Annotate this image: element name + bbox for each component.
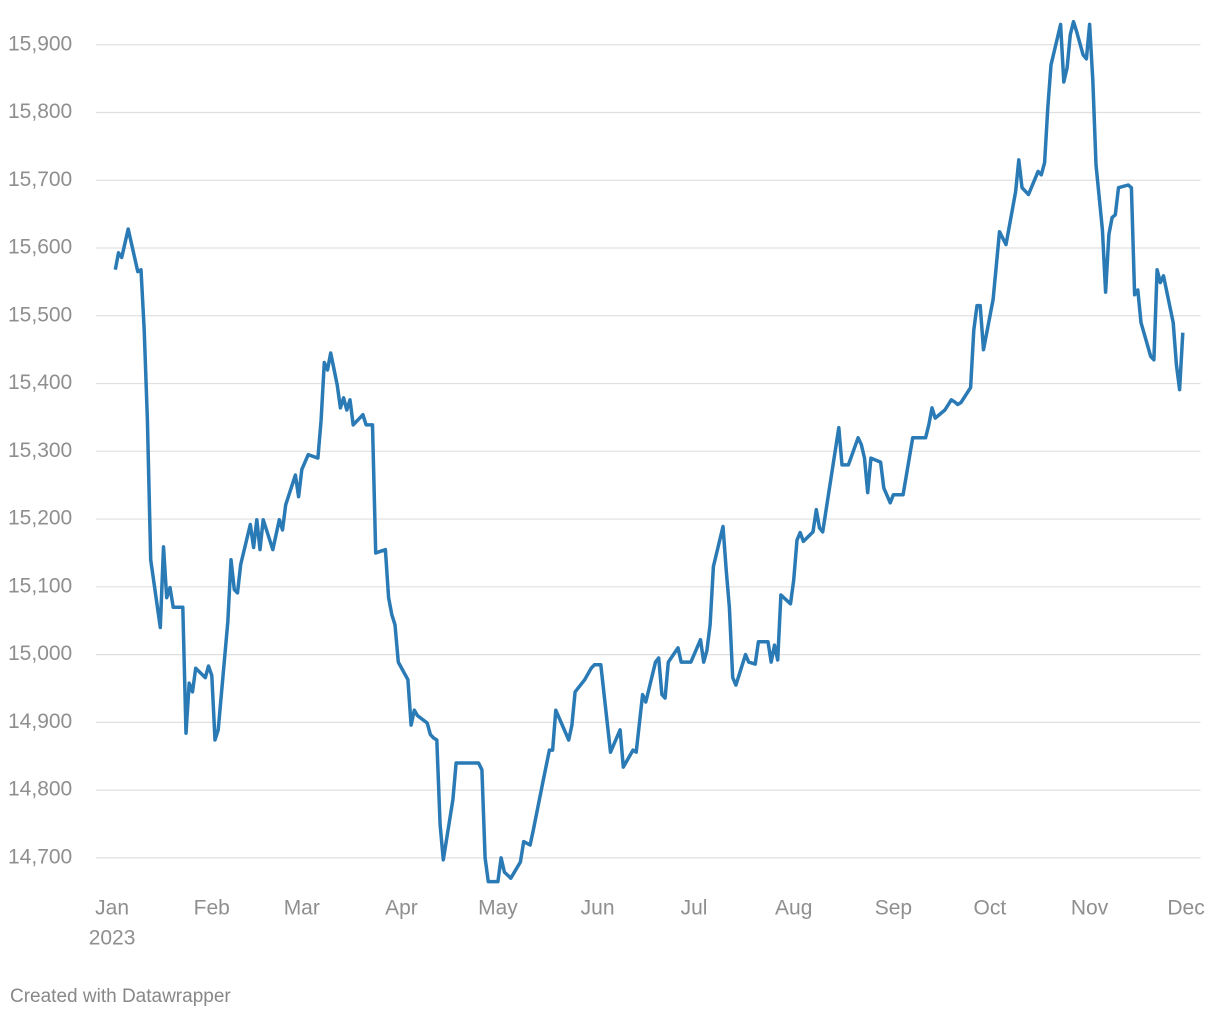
y-tick-label: 15,500 [8,303,72,326]
x-tick-label: Feb [194,897,230,920]
y-tick-label: 15,700 [8,168,72,191]
y-tick-label: 15,600 [8,236,72,259]
x-tick-label: Sep [875,897,912,920]
x-tick-label: Jun [581,897,615,920]
x-tick-label: Jul [681,897,708,920]
y-tick-label: 15,900 [8,32,72,55]
y-tick-label: 15,300 [8,439,72,462]
x-tick-label: Nov [1071,897,1109,920]
data-line [113,19,1185,884]
x-tick-label: Apr [385,897,418,920]
y-tick-label: 15,100 [8,574,72,597]
y-tick-label: 15,800 [8,100,72,123]
x-tick-label: May [478,897,518,920]
year-label: 2023 [89,927,136,950]
credit: Created with Datawrapper [10,986,231,1007]
x-tick-label: Mar [284,897,320,920]
x-tick-label: Jan [95,897,129,920]
x-tick-label: Dec [1167,897,1204,920]
x-tick-label: Aug [775,897,812,920]
y-tick-label: 15,200 [8,507,72,530]
y-tick-label: 14,900 [8,710,72,733]
y-tick-label: 14,800 [8,778,72,801]
y-tick-label: 14,700 [8,845,72,868]
y-tick-label: 15,000 [8,642,72,665]
y-tick-label: 15,400 [8,371,72,394]
x-tick-label: Oct [974,897,1007,920]
